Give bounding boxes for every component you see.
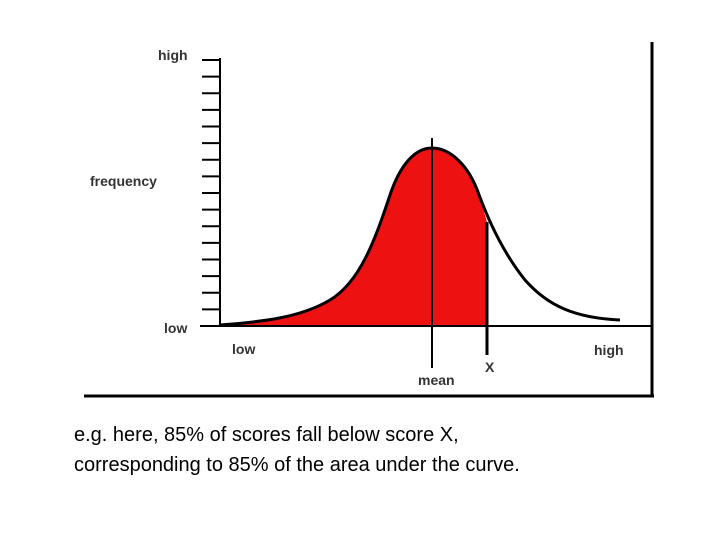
y-axis-low-label: low [164, 320, 187, 336]
caption: e.g. here, 85% of scores fall below scor… [74, 420, 714, 480]
y-axis-ticks [202, 59, 220, 327]
x-axis-high-label: high [594, 342, 624, 358]
x-score-label: X [485, 359, 495, 375]
caption-line-2: corresponding to 85% of the area under t… [74, 454, 520, 476]
y-axis-high-label: high [158, 47, 188, 63]
caption-line-1: e.g. here, 85% of scores fall below scor… [74, 424, 459, 446]
normal-distribution-figure: high frequency low low high X mean [84, 42, 654, 398]
shaded-area-below-x [220, 148, 487, 325]
x-axis-low-label: low [232, 341, 255, 357]
mean-label: mean [418, 372, 455, 388]
y-axis-frequency-label: frequency [90, 173, 157, 189]
